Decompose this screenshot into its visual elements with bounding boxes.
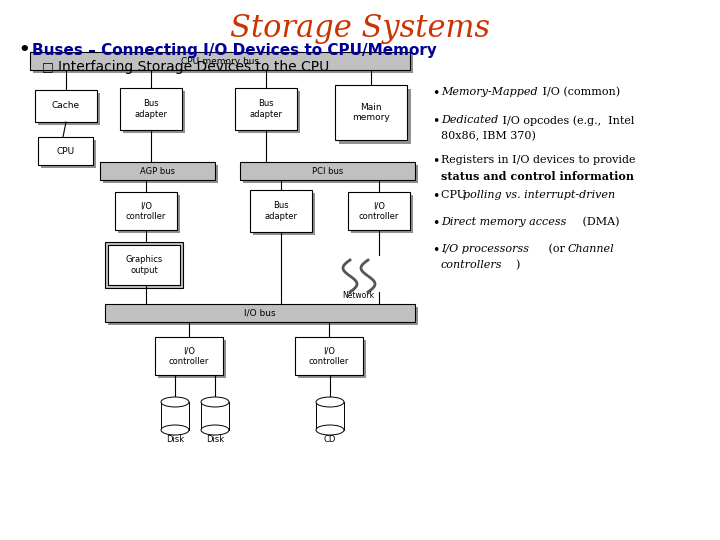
Text: status and control information: status and control information — [441, 171, 634, 182]
Text: Channel: Channel — [568, 244, 615, 254]
Text: polling vs. interrupt-driven: polling vs. interrupt-driven — [463, 190, 615, 200]
Bar — [240, 162, 415, 180]
Bar — [298, 340, 366, 378]
Text: Disk: Disk — [206, 435, 224, 443]
Bar — [41, 140, 96, 168]
Text: •: • — [18, 41, 30, 59]
Text: I/O (common): I/O (common) — [539, 87, 620, 97]
Text: controllers: controllers — [441, 260, 503, 270]
Bar — [105, 304, 415, 322]
Bar — [38, 137, 93, 165]
Bar — [238, 91, 300, 133]
Bar — [118, 195, 180, 233]
Bar — [201, 402, 229, 430]
Ellipse shape — [201, 425, 229, 435]
Text: I/O
controller: I/O controller — [359, 201, 399, 221]
Text: Bus
adapter: Bus adapter — [264, 201, 297, 221]
Bar — [161, 402, 189, 430]
Bar — [335, 85, 407, 140]
Text: CD: CD — [324, 435, 336, 443]
Ellipse shape — [316, 425, 344, 435]
Bar — [35, 90, 97, 122]
Bar — [351, 195, 413, 233]
Text: PCI bus: PCI bus — [312, 166, 343, 176]
Bar — [243, 165, 418, 183]
Text: I/O processorss: I/O processorss — [441, 244, 529, 254]
Bar — [295, 337, 363, 375]
Bar — [316, 402, 344, 430]
Text: Direct memory access: Direct memory access — [441, 217, 567, 227]
Text: •: • — [432, 244, 439, 257]
Bar — [103, 165, 218, 183]
Text: CPU-memory bus: CPU-memory bus — [181, 57, 259, 65]
Text: Registers in I/O devices to provide: Registers in I/O devices to provide — [441, 155, 636, 165]
Text: Storage Systems: Storage Systems — [230, 12, 490, 44]
Ellipse shape — [316, 397, 344, 407]
Text: Main
memory: Main memory — [352, 103, 390, 122]
Text: I/O
controller: I/O controller — [126, 201, 166, 221]
Text: •: • — [432, 217, 439, 230]
Ellipse shape — [201, 397, 229, 407]
Text: •: • — [432, 115, 439, 128]
Bar — [38, 93, 100, 125]
Bar — [33, 55, 413, 73]
Bar — [120, 88, 182, 130]
Bar — [108, 245, 180, 285]
Bar — [115, 192, 177, 230]
Text: Interfacing Storage Devices to the CPU: Interfacing Storage Devices to the CPU — [58, 60, 329, 74]
Text: Cache: Cache — [52, 102, 80, 111]
Text: •: • — [432, 190, 439, 203]
Text: AGP bus: AGP bus — [140, 166, 175, 176]
Ellipse shape — [161, 397, 189, 407]
Text: ): ) — [515, 260, 519, 271]
Bar — [253, 193, 315, 235]
Text: I/O
controller: I/O controller — [168, 346, 210, 366]
Text: Graphics
output: Graphics output — [125, 255, 163, 275]
Text: I/O opcodes (e.g.,  Intel: I/O opcodes (e.g., Intel — [499, 115, 634, 126]
Text: CPU: CPU — [56, 146, 75, 156]
Bar — [348, 192, 410, 230]
Text: Memory-Mapped: Memory-Mapped — [441, 87, 538, 97]
Text: (DMA): (DMA) — [579, 217, 619, 227]
Text: (or: (or — [545, 244, 568, 254]
Bar — [155, 337, 223, 375]
Text: Bus
adapter: Bus adapter — [250, 99, 282, 119]
Bar — [339, 89, 411, 144]
Bar — [30, 52, 410, 70]
Text: Bus
adapter: Bus adapter — [135, 99, 168, 119]
Text: 80x86, IBM 370): 80x86, IBM 370) — [441, 131, 536, 141]
Bar — [100, 162, 215, 180]
Text: □: □ — [42, 60, 54, 73]
Bar — [235, 88, 297, 130]
Text: •: • — [432, 155, 439, 168]
Text: I/O bus: I/O bus — [244, 308, 276, 318]
Bar — [250, 190, 312, 232]
Text: I/O
controller: I/O controller — [309, 346, 349, 366]
Bar — [123, 91, 185, 133]
Text: Network: Network — [342, 292, 374, 300]
Text: Buses – Connecting I/O Devices to CPU/Memory: Buses – Connecting I/O Devices to CPU/Me… — [32, 43, 437, 57]
Bar — [108, 307, 418, 325]
Ellipse shape — [161, 425, 189, 435]
Bar — [158, 340, 226, 378]
Text: Dedicated: Dedicated — [441, 115, 498, 125]
Text: Disk: Disk — [166, 435, 184, 443]
Text: •: • — [432, 87, 439, 100]
Text: CPU: CPU — [441, 190, 469, 200]
Bar — [105, 242, 183, 288]
